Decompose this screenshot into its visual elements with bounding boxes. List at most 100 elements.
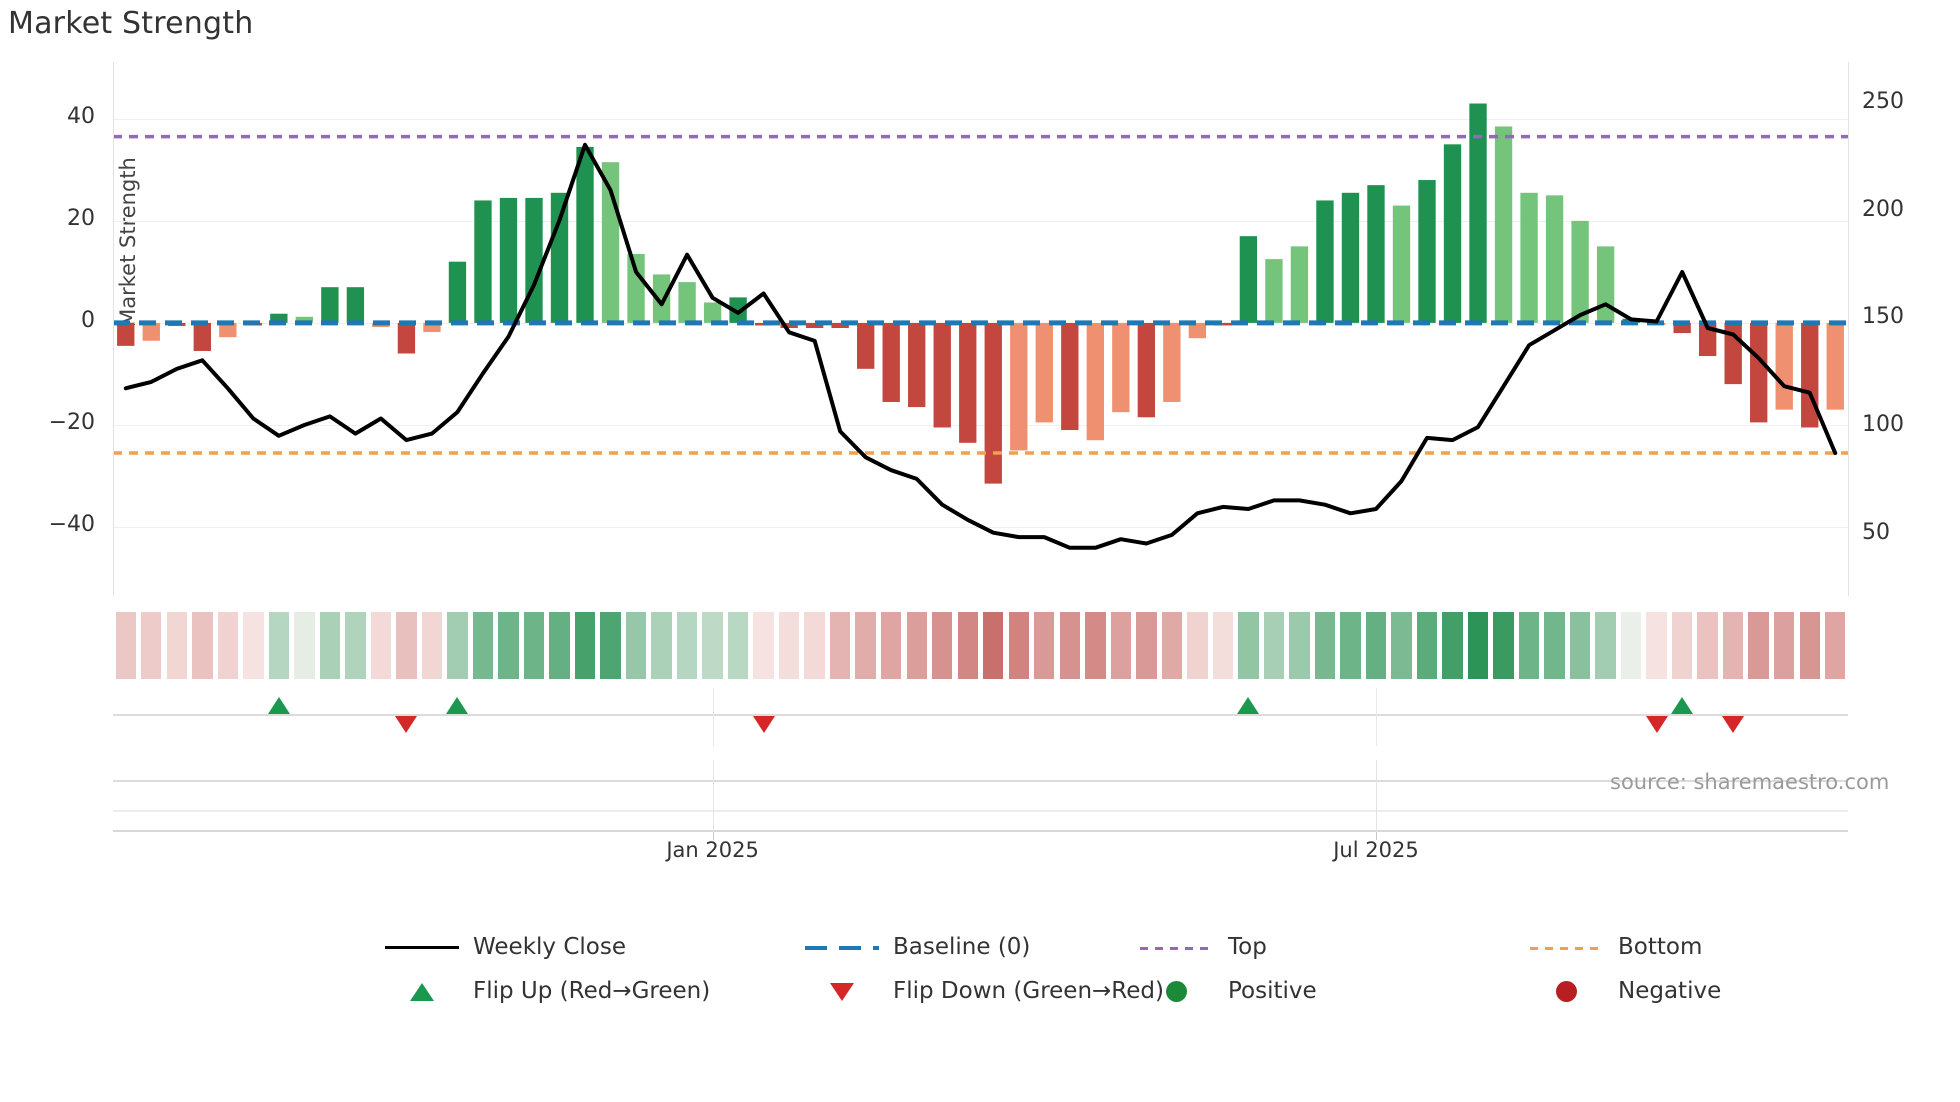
heat-cell-18 — [574, 612, 596, 679]
legend-row-1: Weekly Close Baseline (0) Top Bottom — [0, 925, 1960, 969]
heat-cell-0 — [115, 612, 136, 679]
legend-swatch — [805, 980, 879, 1002]
legend-item-4[interactable]: Flip Up (Red→Green) — [385, 969, 710, 1013]
legend-item-0[interactable]: Weekly Close — [385, 925, 626, 969]
heat-cell-55 — [1518, 612, 1540, 679]
flip-down-marker-7 — [1722, 716, 1745, 733]
heat-cell-60 — [1646, 612, 1667, 679]
dotted-line-swatch-icon — [1140, 947, 1214, 950]
bar-13 — [448, 261, 467, 323]
heat-cell-1 — [141, 612, 162, 679]
bar-26 — [780, 322, 798, 328]
heat-cell-16 — [523, 612, 545, 679]
legend-item-6[interactable]: Positive — [1140, 969, 1317, 1013]
flip-down-marker-1 — [395, 716, 418, 733]
heat-cell-14 — [472, 612, 494, 679]
bar-21 — [652, 274, 671, 323]
legend-item-3[interactable]: Bottom — [1530, 925, 1702, 969]
heat-cell-34 — [983, 612, 1004, 679]
heat-cell-12 — [421, 612, 443, 679]
bar-4 — [219, 322, 237, 338]
bar-30 — [882, 322, 900, 402]
heat-cell-67 — [1825, 612, 1846, 679]
bar-17 — [550, 192, 569, 323]
heat-cell-58 — [1595, 612, 1616, 679]
heat-cell-48 — [1340, 612, 1361, 679]
weekly-close-line — [123, 142, 1838, 550]
heat-cell-35 — [1008, 612, 1029, 679]
bar-44 — [1239, 236, 1258, 323]
bar-33 — [959, 322, 977, 443]
bar-0 — [117, 322, 135, 346]
x-tick-mark-0 — [712, 830, 714, 840]
bar-7 — [295, 316, 314, 323]
strength-heat-strip — [113, 612, 1848, 679]
circle-icon — [1166, 981, 1187, 1002]
bar-23 — [703, 302, 722, 323]
flip-up-marker-2 — [446, 697, 469, 714]
heat-cell-62 — [1697, 612, 1718, 679]
legend-label: Flip Down (Green→Red) — [893, 978, 1164, 1004]
flip-down-marker-3 — [752, 716, 775, 733]
dashed-line-swatch-icon — [805, 946, 879, 950]
heat-cell-59 — [1620, 612, 1642, 679]
heat-cell-37 — [1059, 612, 1080, 679]
bar-48 — [1341, 192, 1360, 323]
y-tick-left-0: 40 — [67, 103, 95, 129]
heat-cell-33 — [957, 612, 978, 679]
heat-cell-17 — [549, 612, 570, 679]
axis-spine-1 — [1848, 62, 1849, 596]
bar-65 — [1775, 322, 1793, 410]
bar-42 — [1188, 322, 1207, 339]
bar-41 — [1163, 322, 1181, 402]
bar-57 — [1571, 220, 1589, 323]
bar-22 — [678, 282, 696, 323]
flip-up-marker-4 — [1237, 697, 1260, 714]
bar-54 — [1494, 126, 1513, 323]
heat-cell-61 — [1671, 612, 1693, 679]
heat-cell-30 — [880, 612, 902, 679]
y-tick-left-2: 0 — [81, 307, 95, 333]
bar-52 — [1443, 144, 1462, 323]
heat-cell-13 — [447, 612, 468, 679]
gridline-left-3 — [113, 424, 1848, 426]
lower-frame-line-1 — [113, 780, 1848, 782]
bar-49 — [1367, 185, 1385, 323]
heat-cell-27 — [804, 612, 825, 679]
heat-cell-46 — [1289, 612, 1310, 679]
line-swatch-icon — [385, 946, 459, 949]
legend-item-2[interactable]: Top — [1140, 925, 1267, 969]
heat-cell-3 — [192, 612, 213, 679]
heat-cell-2 — [166, 612, 187, 679]
legend-item-7[interactable]: Negative — [1530, 969, 1721, 1013]
x-tick-vline-1 — [1375, 760, 1377, 832]
heat-cell-57 — [1569, 612, 1591, 679]
bar-34 — [984, 322, 1002, 484]
bar-1 — [142, 322, 160, 341]
circle-icon — [1556, 981, 1577, 1002]
flip-row-tickline-1 — [1375, 688, 1377, 746]
flip-row-tickline-0 — [712, 688, 714, 746]
heat-cell-5 — [243, 612, 264, 679]
legend-label: Flip Up (Red→Green) — [473, 978, 711, 1004]
chart-plot-svg — [113, 103, 1848, 550]
legend-label: Baseline (0) — [893, 934, 1031, 960]
legend-item-5[interactable]: Flip Down (Green→Red) — [805, 969, 1164, 1013]
legend-item-1[interactable]: Baseline (0) — [805, 925, 1030, 969]
bar-28 — [831, 322, 849, 328]
heat-cell-15 — [498, 612, 519, 679]
heat-cell-44 — [1238, 612, 1259, 679]
bar-11 — [397, 322, 416, 354]
heat-cell-40 — [1136, 612, 1157, 679]
bar-51 — [1418, 180, 1436, 323]
x-tick-vline-0 — [712, 760, 714, 832]
bar-35 — [1010, 322, 1028, 451]
lower-frame-line-3 — [113, 830, 1848, 832]
bar-46 — [1290, 246, 1309, 323]
source-attribution: source: sharemaestro.com — [1610, 770, 1890, 794]
bar-62 — [1698, 322, 1717, 357]
heat-cell-43 — [1212, 612, 1234, 679]
bar-16 — [525, 197, 543, 323]
flip-axis-line — [113, 714, 1848, 716]
